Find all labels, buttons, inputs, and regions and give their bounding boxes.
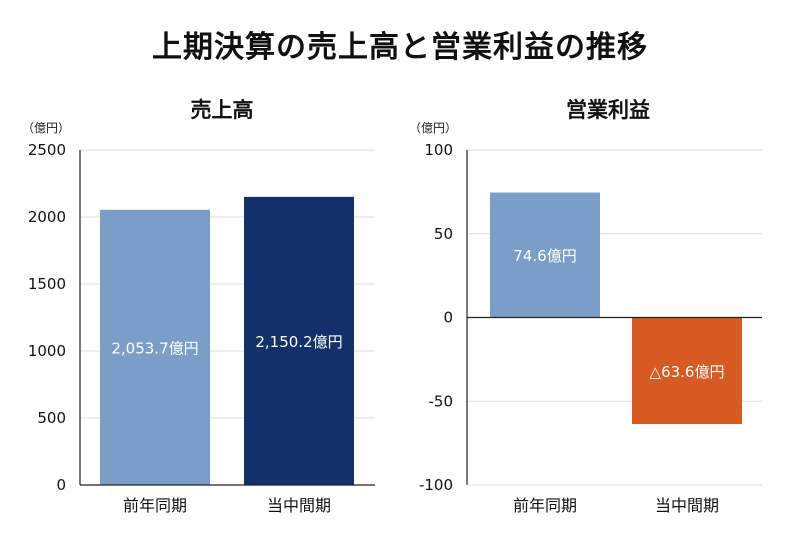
x-category-label: 前年同期: [513, 496, 577, 515]
y-axis-unit: （億円）: [22, 121, 70, 135]
x-category-label: 当中間期: [267, 496, 331, 515]
y-tick-label: -100: [419, 476, 453, 494]
data-label: 74.6億円: [513, 247, 576, 265]
chart-title: 営業利益: [566, 98, 650, 122]
y-tick-label: 1000: [28, 342, 66, 360]
bar: [100, 209, 210, 485]
y-tick-label: 2500: [28, 141, 66, 159]
y-tick-label: -50: [429, 392, 454, 410]
x-category-label: 当中間期: [655, 496, 719, 515]
sales-chart: 売上高 （億円） 0 500 1000 1500 2000 2500 2,053.7億円前年同期…: [22, 98, 375, 515]
page-title: 上期決算の売上高と営業利益の推移: [152, 30, 648, 65]
data-label: 2,150.2億円: [255, 333, 342, 351]
y-tick-label: 1500: [28, 275, 66, 293]
chart-title: 売上高: [191, 98, 254, 122]
x-category-label: 前年同期: [123, 496, 187, 515]
y-tick-label: 100: [424, 141, 453, 159]
bar: [244, 196, 354, 485]
data-label: △63.6億円: [650, 363, 725, 381]
bar: [490, 192, 600, 318]
y-tick-label: 50: [434, 225, 453, 243]
bar: [632, 317, 742, 425]
y-tick-label: 0: [443, 309, 453, 327]
y-axis-unit: （億円）: [409, 121, 457, 135]
y-tick-label: 0: [56, 476, 66, 494]
data-label: 2,053.7億円: [111, 339, 198, 357]
y-tick-label: 500: [37, 409, 66, 427]
y-tick-label: 2000: [28, 208, 66, 226]
